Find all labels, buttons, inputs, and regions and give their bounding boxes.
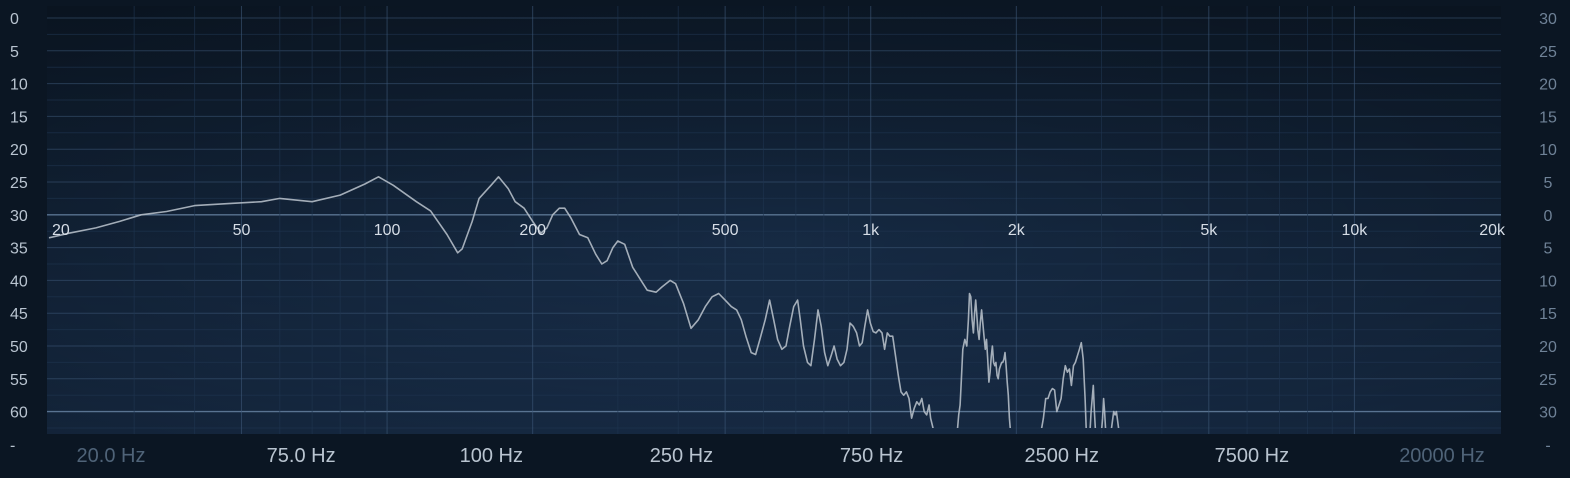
- left-axis-tick-label: 10: [10, 77, 28, 94]
- right-axis-tick-label: -: [1545, 437, 1550, 454]
- right-axis-tick-label: 25: [1539, 44, 1557, 61]
- frequency-tick-label: 1k: [862, 222, 880, 239]
- left-axis-tick-label: 25: [10, 175, 28, 192]
- right-axis-tick-label: 10: [1539, 273, 1557, 290]
- spectrum-trace-segment: [956, 292, 1012, 428]
- frequency-tick-label: 20: [52, 222, 70, 239]
- spectrum-trace-layer: [48, 176, 1120, 428]
- left-axis-tick-label: 55: [10, 372, 28, 389]
- frequency-tick-label: 100: [374, 222, 401, 239]
- left-axis-tick-label: 20: [10, 142, 28, 159]
- right-axis-tick-label: 25: [1539, 372, 1557, 389]
- right-axis-tick-label: 15: [1539, 306, 1557, 323]
- left-axis-tick-label: 40: [10, 273, 28, 290]
- right-axis-tick-label: 0: [1544, 208, 1553, 225]
- left-axis-tick-label: 45: [10, 306, 28, 323]
- band-frequency-label: 250 Hz: [650, 445, 713, 467]
- right-axis-tick-label: 10: [1539, 142, 1557, 159]
- right-axis-tick-label: 30: [1539, 405, 1557, 422]
- left-axis-tick-label: 0: [10, 11, 19, 28]
- frequency-tick-label: 2k: [1008, 222, 1026, 239]
- right-axis-tick-label: 5: [1544, 241, 1553, 258]
- frequency-tick-label: 500: [712, 222, 739, 239]
- spectrum-trace-segment: [1040, 341, 1087, 428]
- left-axis-tick-label: -: [10, 437, 15, 454]
- spectrum-trace-segment: [1110, 410, 1120, 428]
- left-axis-tick-label: 30: [10, 208, 28, 225]
- spectrum-trace-segment: [48, 176, 934, 428]
- right-axis-tick-label: 20: [1539, 77, 1557, 94]
- left-axis-tick-label: 5: [10, 44, 19, 61]
- grid: [47, 6, 1501, 434]
- axis-labels: 051015202530354045505560-302520151050510…: [10, 11, 1557, 467]
- right-axis-tick-label: 20: [1539, 339, 1557, 356]
- band-frequency-label: 20000 Hz: [1399, 445, 1485, 467]
- spectrum-trace-segment: [1100, 397, 1107, 428]
- left-axis-tick-label: 60: [10, 405, 28, 422]
- frequency-tick-label: 20k: [1479, 222, 1506, 239]
- right-axis-tick-label: 30: [1539, 11, 1557, 28]
- frequency-tick-label: 10k: [1342, 222, 1369, 239]
- right-axis-tick-label: 15: [1539, 109, 1557, 126]
- frequency-tick-label: 5k: [1200, 222, 1218, 239]
- left-axis-tick-label: 35: [10, 241, 28, 258]
- band-frequency-label: 750 Hz: [840, 445, 903, 467]
- frequency-tick-label: 200: [519, 222, 546, 239]
- band-frequency-label: 7500 Hz: [1215, 445, 1290, 467]
- left-axis-tick-label: 15: [10, 109, 28, 126]
- spectrum-trace-segment: [1089, 384, 1097, 428]
- band-frequency-label: 75.0 Hz: [267, 445, 336, 467]
- band-frequency-label: 100 Hz: [460, 445, 523, 467]
- frequency-tick-label: 50: [233, 222, 251, 239]
- left-axis-tick-label: 50: [10, 339, 28, 356]
- band-frequency-label: 20.0 Hz: [77, 445, 146, 467]
- plot-vignette: [47, 6, 1501, 434]
- band-frequency-label: 2500 Hz: [1024, 445, 1099, 467]
- right-axis-tick-label: 5: [1544, 175, 1553, 192]
